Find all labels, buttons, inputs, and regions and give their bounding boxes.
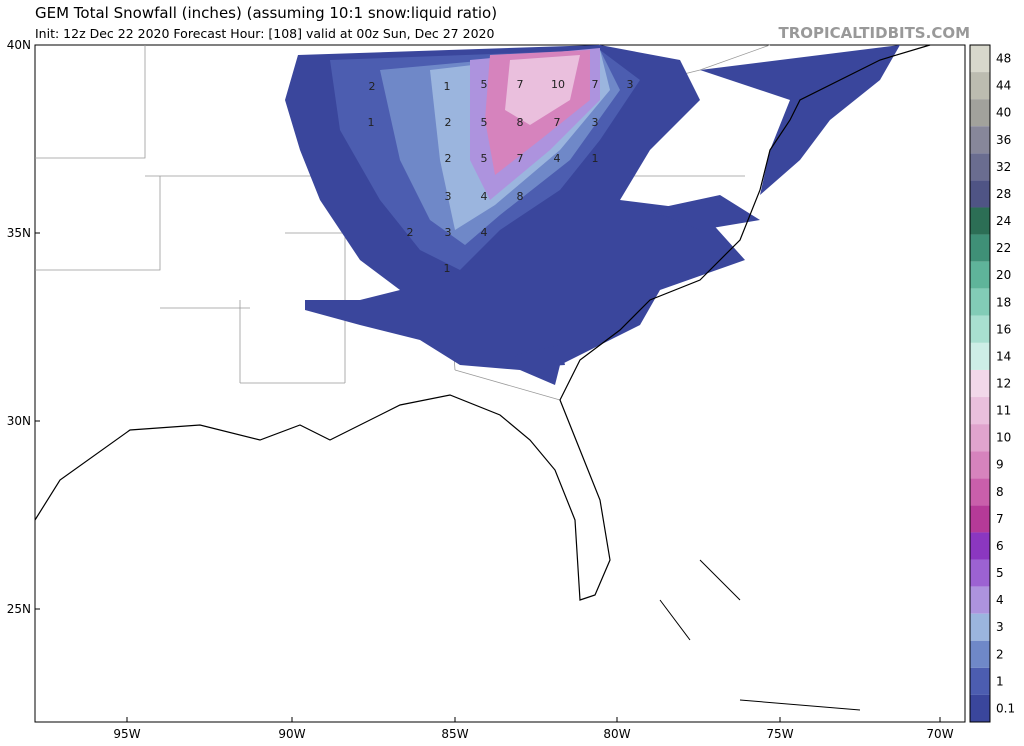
- colorbar-label: 48: [996, 52, 1011, 66]
- snow-area: [700, 45, 900, 195]
- lon-label: 80W: [603, 727, 630, 741]
- contour-label: 1: [444, 80, 451, 93]
- colorbar-segment: [970, 72, 990, 100]
- contour-label: 5: [481, 78, 488, 91]
- colorbar-segment: [970, 586, 990, 614]
- colorbar-segment: [970, 153, 990, 181]
- map: 2 1 5 7 10 7 3 1 2 5 8 7 3 2 5 7 4 1 3 4 8 2 3 4 1: [34, 44, 966, 723]
- colorbar-segment: [970, 369, 990, 398]
- colorbar-label: 28: [996, 187, 1011, 201]
- colorbar-label: 10: [996, 431, 1011, 445]
- colorbar-label: 12: [996, 377, 1011, 391]
- contour-label: 2: [407, 226, 414, 239]
- contour-label: 3: [627, 78, 634, 91]
- islands: [659, 559, 861, 711]
- contour-label: 10: [551, 78, 565, 91]
- lon-label: 85W: [441, 727, 468, 741]
- contour-label: 2: [445, 116, 452, 129]
- colorbar-label: 14: [996, 349, 1011, 363]
- colorbar-segment: [970, 640, 990, 668]
- colorbar: 4844403632282422201816141211109876543210…: [969, 44, 1015, 723]
- colorbar-segment: [970, 234, 990, 262]
- colorbar-segment: [970, 180, 990, 208]
- colorbar-label: 7: [996, 512, 1004, 526]
- colorbar-segment: [970, 505, 990, 533]
- contour-label: 5: [481, 152, 488, 165]
- colorbar-segment: [970, 207, 990, 235]
- colorbar-label: 20: [996, 268, 1011, 282]
- colorbar-segment: [970, 559, 990, 587]
- colorbar-label: 16: [996, 322, 1011, 336]
- colorbar-segment: [970, 288, 990, 316]
- colorbar-segment: [970, 397, 990, 425]
- lat-label: 35N: [7, 226, 31, 240]
- colorbar-segment: [970, 694, 990, 722]
- colorbar-label: 40: [996, 106, 1011, 120]
- contour-label: 7: [517, 152, 524, 165]
- contour-label: 8: [517, 116, 524, 129]
- colorbar-segment: [970, 342, 990, 370]
- contour-label: 7: [592, 78, 599, 91]
- colorbar-segment: [970, 667, 990, 695]
- colorbar-label: 18: [996, 295, 1011, 309]
- snow-area: [505, 55, 580, 125]
- contour-label: 1: [368, 116, 375, 129]
- lon-label: 75W: [766, 727, 793, 741]
- coastline: [34, 44, 931, 601]
- contour-label: 4: [481, 190, 488, 203]
- colorbar-label: 44: [996, 79, 1011, 93]
- contour-label: 2: [445, 152, 452, 165]
- watermark: TROPICALTIDBITS.COM: [779, 24, 971, 42]
- contour-label: 7: [517, 78, 524, 91]
- contour-label: 1: [592, 152, 599, 165]
- colorbar-label: 6: [996, 539, 1004, 553]
- colorbar-label: 32: [996, 160, 1011, 174]
- colorbar-label: 0.1: [996, 701, 1015, 715]
- contour-label: 4: [481, 226, 488, 239]
- colorbar-segment: [970, 315, 990, 343]
- lat-label: 40N: [7, 38, 31, 52]
- subtitle: Init: 12z Dec 22 2020 Forecast Hour: [10…: [35, 26, 494, 41]
- contour-label: 4: [554, 152, 561, 165]
- colorbar-segment: [970, 613, 990, 641]
- colorbar-segment: [970, 478, 990, 506]
- contour-label: 3: [445, 226, 452, 239]
- colorbar-label: 9: [996, 458, 1004, 472]
- colorbar-label: 5: [996, 566, 1004, 580]
- colorbar-label: 4: [996, 593, 1004, 607]
- colorbar-label: 1: [996, 674, 1004, 688]
- colorbar-label: 2: [996, 647, 1004, 661]
- colorbar-segment: [970, 424, 990, 452]
- colorbar-segment: [970, 451, 990, 479]
- contour-label: 2: [369, 80, 376, 93]
- colorbar-segment: [970, 532, 990, 560]
- lat-label: 30N: [7, 414, 31, 428]
- lon-label: 70W: [926, 727, 953, 741]
- colorbar-label: 11: [996, 404, 1011, 418]
- colorbar-label: 3: [996, 620, 1004, 634]
- colorbar-label: 8: [996, 485, 1004, 499]
- contour-label: 8: [517, 190, 524, 203]
- contour-label: 1: [444, 262, 451, 275]
- colorbar-segment: [970, 261, 990, 289]
- colorbar-label: 36: [996, 133, 1011, 147]
- contour-label: 3: [445, 190, 452, 203]
- colorbar-segment: [970, 99, 990, 127]
- colorbar-frame: [969, 44, 991, 723]
- colorbar-label: 22: [996, 241, 1011, 255]
- colorbar-segment: [970, 126, 990, 154]
- colorbar-label: 24: [996, 214, 1011, 228]
- title: GEM Total Snowfall (inches) (assuming 10…: [35, 4, 497, 22]
- colorbar-segment: [970, 45, 990, 73]
- lat-label: 25N: [7, 602, 31, 616]
- contour-label: 3: [592, 116, 599, 129]
- contour-label: 7: [554, 116, 561, 129]
- snow-areas: [285, 45, 900, 385]
- snow-area: [515, 195, 760, 368]
- contour-label: 5: [481, 116, 488, 129]
- lon-label: 90W: [278, 727, 305, 741]
- lon-label: 95W: [113, 727, 140, 741]
